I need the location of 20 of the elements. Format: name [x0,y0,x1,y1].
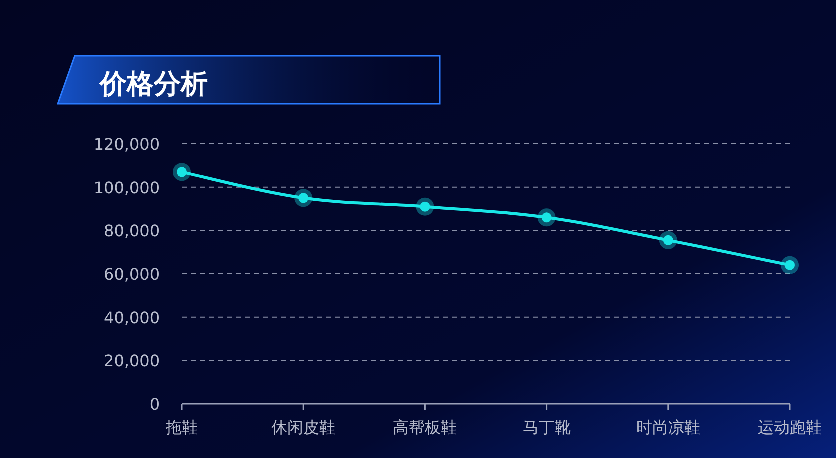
y-tick-label: 60,000 [104,265,160,284]
x-tick-label: 休闲皮鞋 [272,418,336,437]
y-tick-label: 20,000 [104,352,160,371]
point [416,198,434,216]
y-tick-label: 120,000 [94,135,160,154]
y-tick-label: 80,000 [104,222,160,241]
point [781,256,799,274]
y-tick-label: 40,000 [104,308,160,328]
point [538,208,556,227]
y-tick-label: 100,000 [94,178,160,198]
x-tick-label: 运动跑鞋 [758,418,822,437]
x-tick-label: 高帮板鞋 [393,418,458,437]
point [294,189,313,208]
point [173,163,191,182]
point [659,231,678,250]
y-tick-label: 0 [150,395,160,414]
x-tick-label: 拖鞋 [165,418,198,437]
x-tick-label: 马丁靴 [522,418,571,437]
chart-title: 价格分析 [99,69,208,100]
x-tick-label: 时尚凉鞋 [636,418,700,437]
